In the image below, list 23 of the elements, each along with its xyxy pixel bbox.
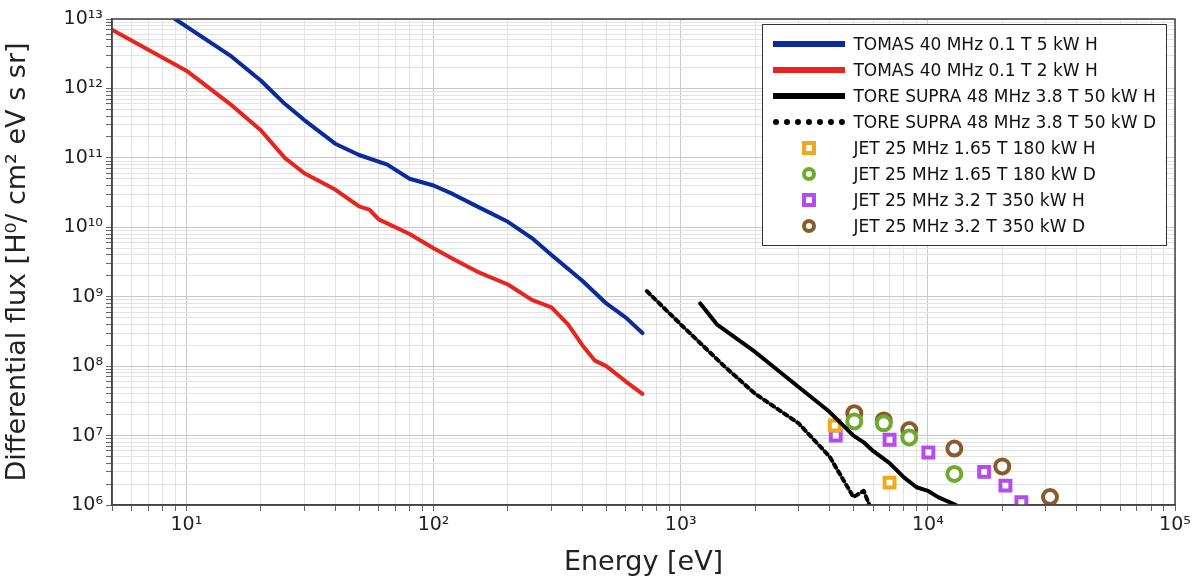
- y-axis-title: Differential flux [H⁰/ cm² eV s sr]: [0, 42, 32, 482]
- x-tick-label: 10³: [664, 512, 697, 535]
- legend-label: TORE SUPRA 48 MHz 3.8 T 50 kW H: [853, 86, 1156, 106]
- y-tick-label: 10¹¹: [63, 144, 103, 167]
- x-tick-label: 10⁵: [1159, 512, 1191, 535]
- legend-label: TOMAS 40 MHz 0.1 T 5 kW H: [853, 34, 1098, 54]
- legend-label: JET 25 MHz 3.2 T 350 kW H: [853, 190, 1085, 210]
- y-tick-label: 10⁷: [71, 422, 103, 445]
- y-tick-label: 10⁶: [71, 491, 103, 514]
- y-tick-label: 10¹²: [63, 75, 103, 98]
- x-axis-title: Energy [eV]: [563, 544, 724, 576]
- legend-label: TOMAS 40 MHz 0.1 T 2 kW H: [853, 60, 1098, 80]
- legend-label: JET 25 MHz 3.2 T 350 kW D: [853, 216, 1085, 236]
- legend-label: JET 25 MHz 1.65 T 180 kW D: [853, 164, 1096, 184]
- y-tick-label: 10¹⁰: [63, 214, 103, 237]
- x-tick-label: 10²: [417, 512, 450, 535]
- legend-label: TORE SUPRA 48 MHz 3.8 T 50 kW D: [853, 112, 1156, 132]
- y-tick-label: 10⁸: [71, 353, 103, 376]
- y-tick-label: 10¹³: [63, 5, 103, 28]
- x-tick-label: 10⁴: [911, 512, 945, 535]
- x-tick-label: 10¹: [170, 512, 203, 535]
- y-tick-label: 10⁹: [71, 283, 103, 306]
- legend-label: JET 25 MHz 1.65 T 180 kW H: [853, 138, 1096, 158]
